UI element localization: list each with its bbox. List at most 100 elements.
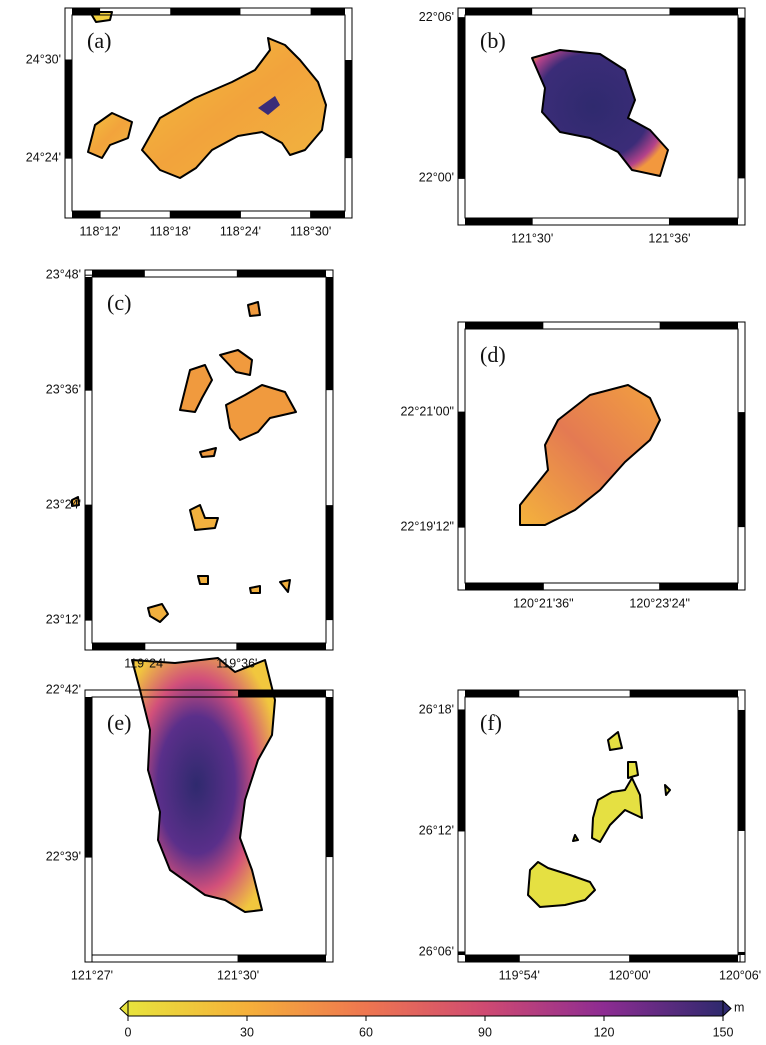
frame-bar — [660, 322, 738, 329]
frame-bar — [738, 412, 745, 527]
frame-bar — [738, 710, 745, 831]
x-tick-label: 121°27' — [71, 968, 113, 982]
frame-bar — [238, 955, 326, 962]
frame-outer — [85, 270, 333, 650]
frame-bar — [92, 643, 145, 650]
x-tick-label: 119°36' — [216, 656, 257, 670]
frame-bar — [65, 60, 72, 158]
frame-bar — [311, 211, 345, 218]
y-tick-label: 22°00' — [419, 171, 454, 185]
frame-bar — [345, 60, 352, 158]
frame-bar — [465, 955, 519, 962]
frame-bar — [237, 643, 326, 650]
y-tick-label: 23°48' — [46, 267, 81, 281]
panel-label: (b) — [480, 28, 506, 53]
x-tick-label: 121°36' — [648, 231, 690, 245]
island — [142, 38, 326, 178]
y-tick-label: 26°18' — [419, 702, 454, 716]
island — [532, 50, 668, 176]
y-tick-label: 22°39' — [46, 849, 81, 863]
island — [72, 497, 290, 593]
colorbar-tick-label: 0 — [125, 1025, 132, 1039]
y-tick-label: 26°06' — [419, 944, 454, 958]
y-tick-label: 24°24' — [26, 150, 61, 164]
y-tick-label: 22°06' — [419, 10, 454, 24]
frame-bar — [630, 690, 738, 697]
frame-bar — [170, 8, 240, 15]
x-tick-label: 118°30' — [290, 224, 331, 238]
frame-bar — [630, 955, 738, 962]
island — [573, 732, 670, 841]
x-tick-label: 119°54' — [499, 968, 540, 982]
frame-bar — [465, 322, 543, 329]
x-tick-label: 120°23'24" — [629, 596, 690, 610]
y-tick-label: 23°12' — [46, 612, 81, 626]
x-tick-label: 120°06' — [719, 968, 761, 982]
frame-bar — [92, 270, 145, 277]
figure: 118°12'118°18'118°24'118°30'24°30'24°24'… — [0, 0, 766, 1045]
frame-bar — [465, 8, 532, 15]
island — [220, 350, 252, 375]
x-tick-label: 121°30' — [217, 968, 259, 982]
island — [226, 385, 296, 440]
frame-bar — [458, 18, 465, 179]
colorbar-overflow — [723, 1001, 731, 1016]
y-tick-label: 22°42' — [46, 682, 81, 696]
frame-bar — [458, 412, 465, 527]
frame-bar — [738, 952, 745, 955]
frame-bar — [311, 8, 345, 15]
panel-label: (d) — [480, 342, 506, 367]
frame-bar — [72, 8, 100, 15]
y-tick-label: 26°12' — [419, 823, 454, 837]
island — [190, 505, 218, 530]
frame-inner — [92, 277, 326, 643]
islands — [72, 12, 670, 912]
y-tick-label: 22°19'12" — [400, 519, 454, 533]
x-tick-label: 118°18' — [150, 224, 191, 238]
frame-bar — [237, 270, 326, 277]
x-tick-label: 120°21'36" — [513, 596, 574, 610]
colorbar-tick-label: 90 — [478, 1025, 492, 1039]
frame-bar — [669, 8, 738, 15]
frame-bar — [326, 505, 333, 620]
y-tick-label: 23°24' — [46, 497, 81, 511]
colorbar-underflow — [120, 1001, 128, 1016]
panel-label: (a) — [87, 28, 111, 53]
x-tick-label: 121°30' — [511, 231, 553, 245]
frame-bar — [85, 277, 92, 390]
panel-label: (f) — [480, 710, 502, 735]
island — [528, 862, 595, 907]
island — [180, 365, 212, 412]
panel-label: (c) — [107, 290, 131, 315]
frame-bar — [326, 277, 333, 390]
y-tick-label: 22°21'00" — [400, 404, 454, 418]
island — [88, 113, 132, 158]
frame-bar — [465, 583, 543, 590]
frame-bar — [72, 211, 100, 218]
frame-bar — [238, 690, 326, 697]
frame-bar — [85, 505, 92, 620]
colorbar: m 0306090120150 — [120, 1000, 744, 1039]
colorbar-tick-label: 30 — [240, 1025, 254, 1039]
frame-bar — [85, 697, 92, 857]
island — [148, 604, 168, 622]
panel-label: (e) — [107, 710, 131, 735]
colorbar-tick-label: 120 — [594, 1025, 615, 1039]
x-tick-label: 120°00' — [609, 968, 651, 982]
frame-bar — [669, 218, 738, 225]
island — [200, 448, 216, 457]
island — [520, 385, 660, 525]
frame-bar — [738, 18, 745, 179]
frame-bar — [465, 218, 532, 225]
frame-bar — [660, 583, 738, 590]
frame-bar — [326, 697, 333, 857]
frame-bar — [458, 710, 465, 831]
x-tick-label: 119°24' — [124, 656, 165, 670]
y-tick-label: 24°30' — [26, 52, 61, 66]
x-tick-label: 118°12' — [79, 224, 120, 238]
colorbar-tick-label: 60 — [359, 1025, 373, 1039]
colorbar-ramp — [128, 1001, 723, 1016]
frame-bar — [170, 211, 240, 218]
island — [592, 778, 642, 842]
colorbar-unit: m — [734, 1000, 744, 1014]
